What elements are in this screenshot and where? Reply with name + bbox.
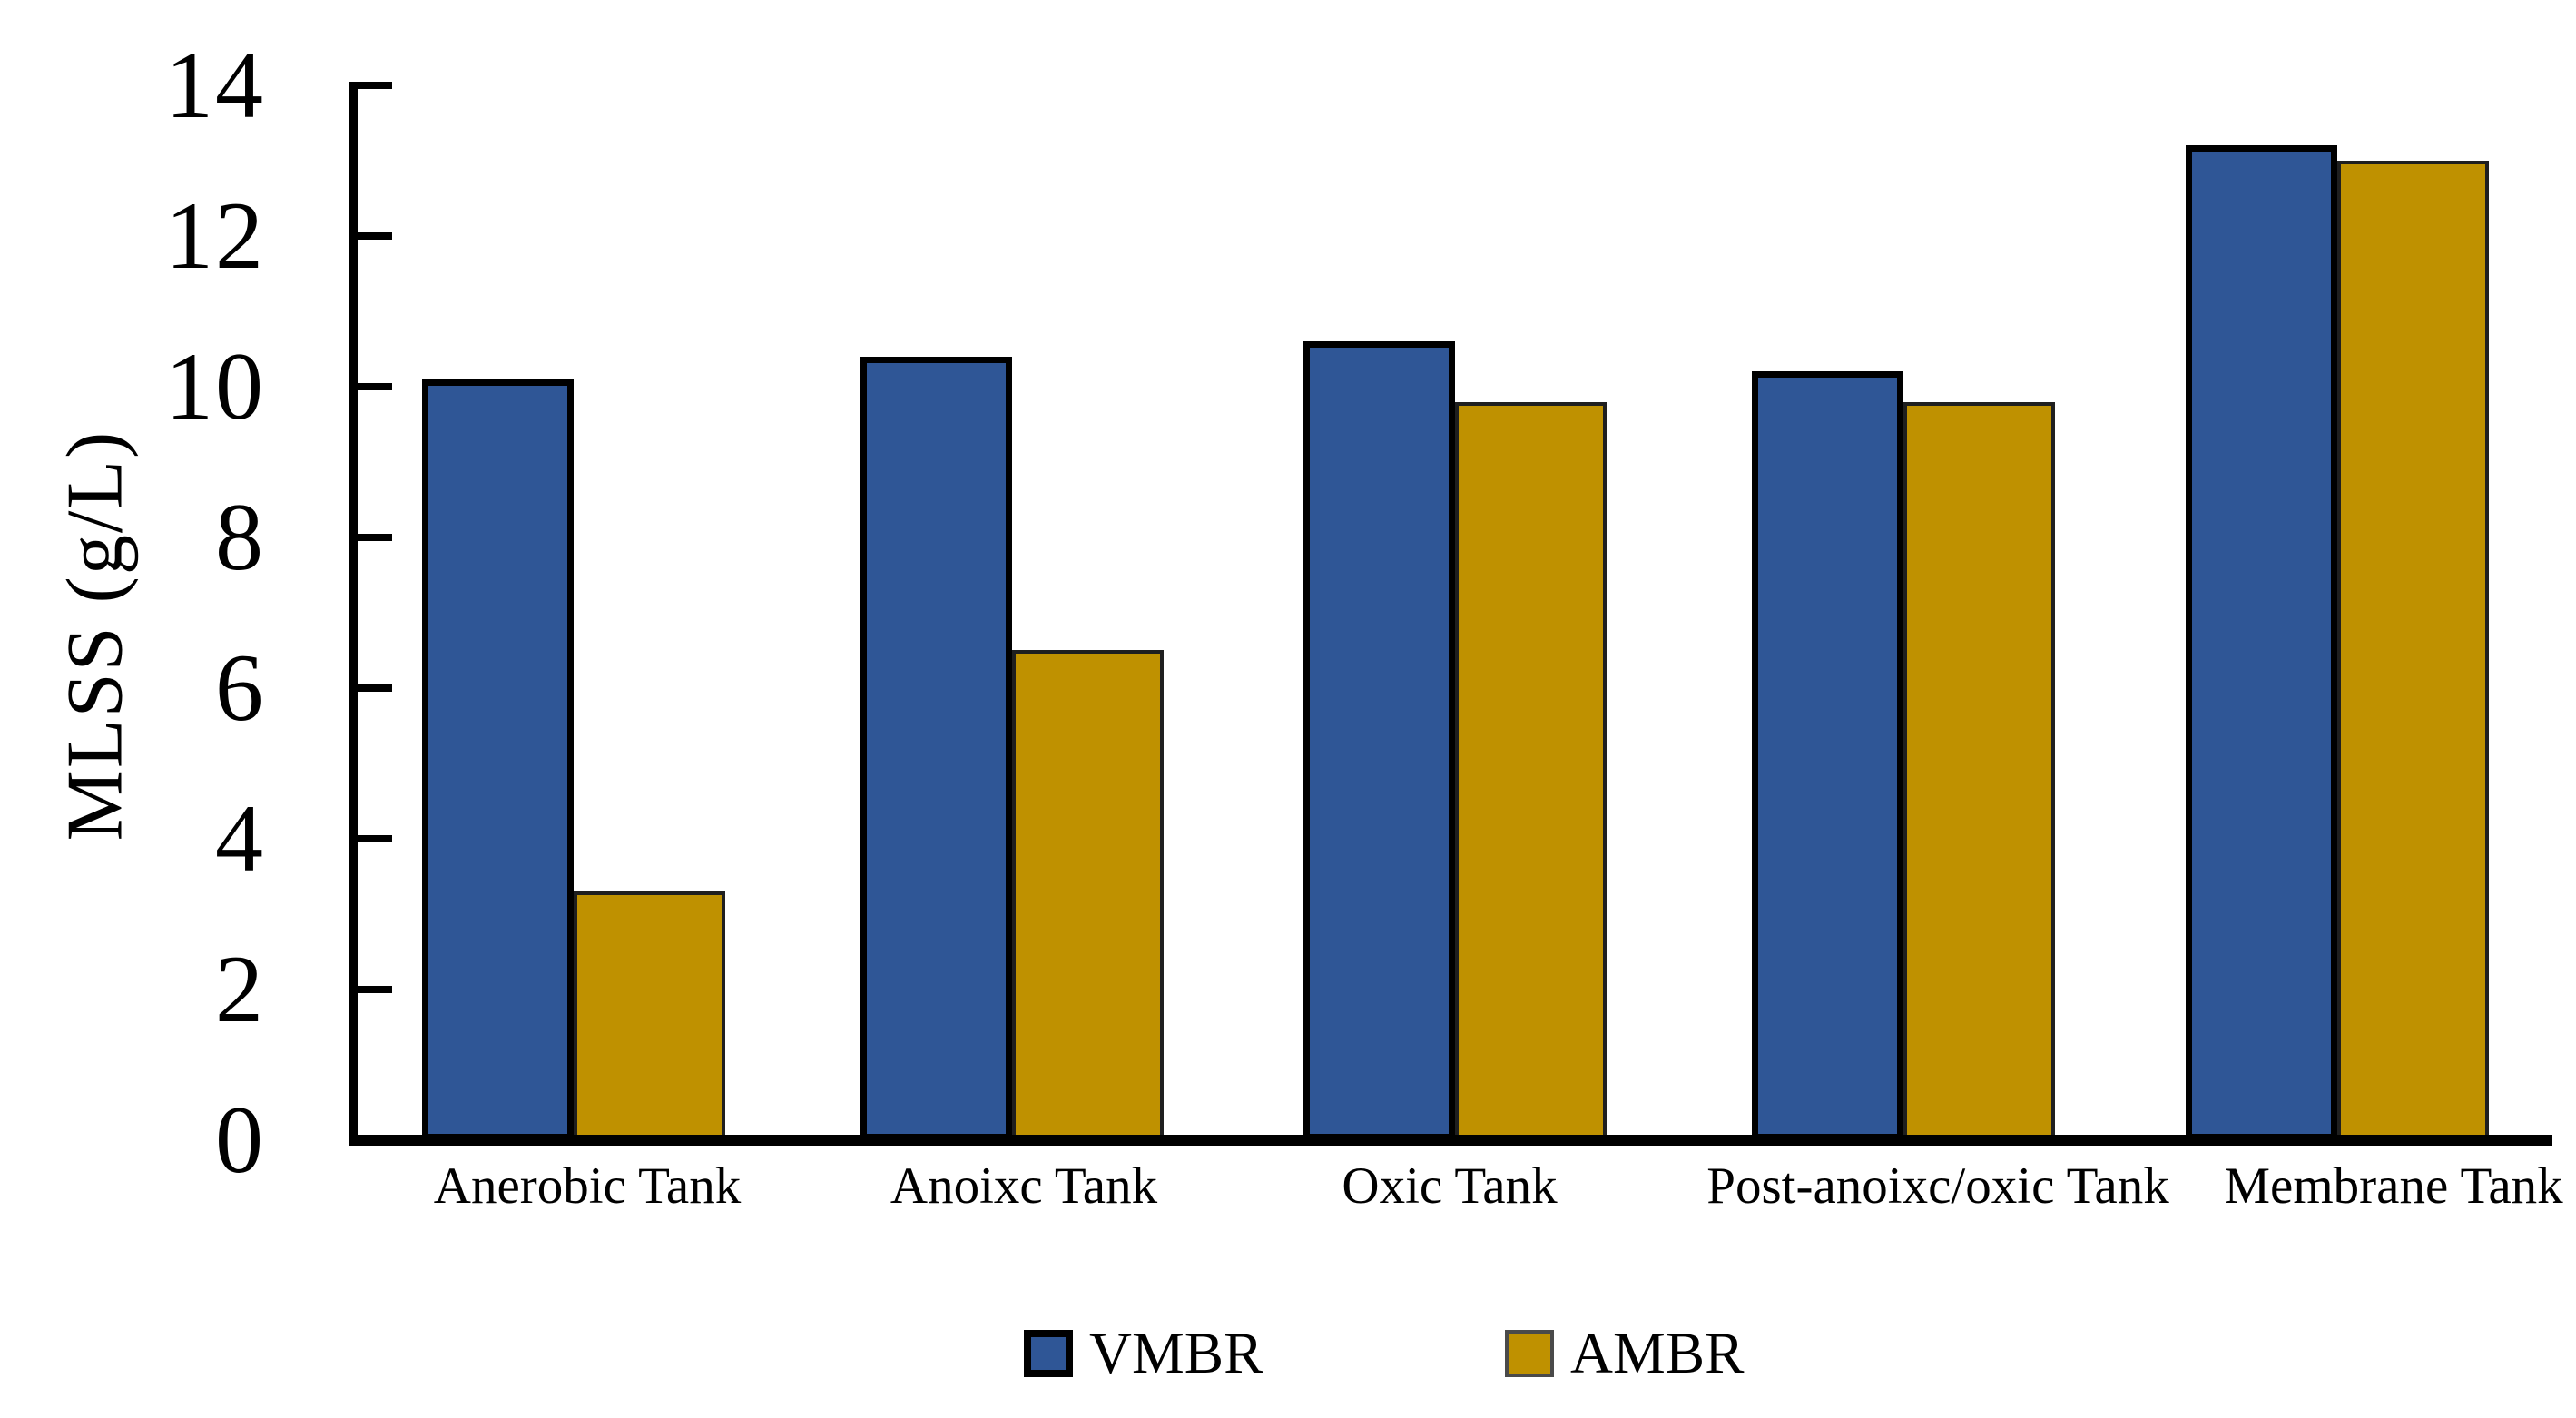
legend-item-ambr: AMBR [1505, 1324, 1744, 1383]
x-axis-label-anoixc-tank: Anoixc Tank [890, 1157, 1158, 1215]
y-tick-mark [358, 835, 392, 842]
bar-ambr-anerobic-tank [574, 891, 725, 1140]
y-tick-label: 8 [215, 484, 265, 590]
legend-item-vmbr: VMBR [1024, 1324, 1263, 1383]
bar-ambr-anoixc-tank [1012, 650, 1164, 1140]
bar-ambr-oxic-tank [1455, 402, 1607, 1140]
y-tick-mark [358, 383, 392, 390]
y-tick-label: 12 [165, 182, 265, 289]
y-tick-mark [358, 986, 392, 993]
x-axis-label-membrane-tank: Membrane Tank [2224, 1157, 2563, 1215]
y-tick-label: 14 [165, 32, 265, 138]
bar-vmbr-membrane-tank [2186, 145, 2337, 1140]
x-axis-line [349, 1135, 2552, 1146]
bar-vmbr-post-anoixc-oxic-tank [1752, 371, 1903, 1140]
x-axis-label-anerobic-tank: Anerobic Tank [433, 1157, 742, 1215]
x-axis-label-post-anoixc-oxic-tank: Post-anoixc/oxic Tank [1706, 1157, 2169, 1215]
y-tick-label: 2 [215, 936, 265, 1042]
x-axis-label-oxic-tank: Oxic Tank [1342, 1157, 1558, 1215]
y-tick-label: 0 [215, 1087, 265, 1193]
bar-vmbr-oxic-tank [1303, 341, 1455, 1140]
y-tick-mark [358, 232, 392, 240]
legend-label-vmbr: VMBR [1089, 1320, 1263, 1386]
y-tick-mark [358, 82, 392, 89]
y-tick-label: 6 [215, 635, 265, 741]
y-tick-mark [358, 684, 392, 692]
legend-label-ambr: AMBR [1570, 1320, 1745, 1386]
y-tick-label: 10 [165, 333, 265, 439]
bar-ambr-membrane-tank [2337, 161, 2489, 1140]
bar-vmbr-anerobic-tank [422, 379, 574, 1140]
bar-vmbr-anoixc-tank [860, 357, 1012, 1140]
y-tick-label: 4 [215, 785, 265, 891]
y-tick-mark [358, 534, 392, 541]
legend-swatch-ambr [1505, 1330, 1554, 1377]
legend-swatch-vmbr [1024, 1330, 1073, 1377]
bar-ambr-post-anoixc-oxic-tank [1903, 402, 2055, 1140]
y-axis-line [349, 82, 358, 1146]
